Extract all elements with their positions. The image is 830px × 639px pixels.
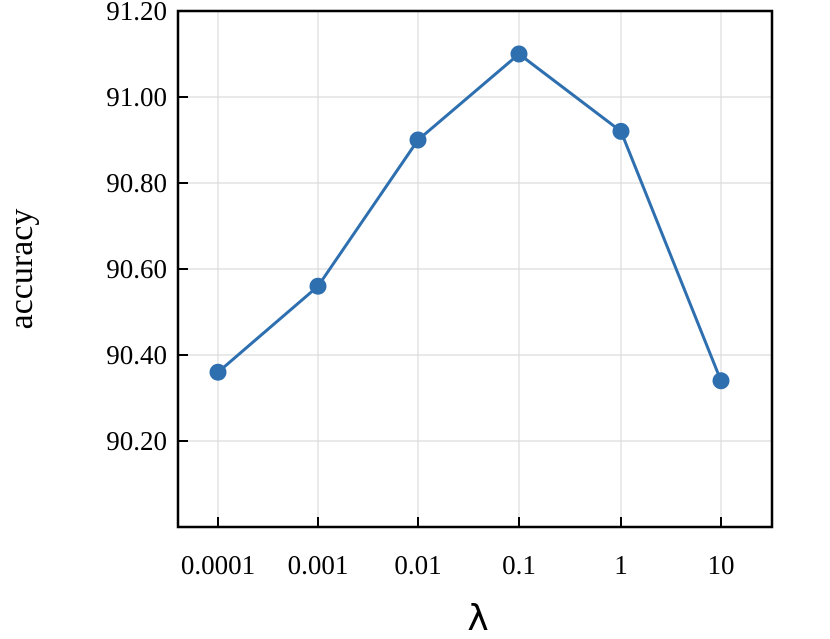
- data-point: [209, 363, 227, 381]
- y-tick-label: 90.20: [106, 426, 167, 456]
- y-tick-label: 90.80: [106, 168, 167, 198]
- x-axis: 0.0001 0.001 0.01 0.1 1 10: [181, 517, 735, 580]
- x-tick-label: 0.0001: [181, 550, 255, 580]
- data-point: [409, 131, 427, 149]
- y-axis-title: accuracy: [3, 209, 40, 330]
- data-point: [712, 372, 730, 390]
- y-tick-label: 90.40: [106, 340, 167, 370]
- x-tick-label: 0.01: [394, 550, 441, 580]
- y-tick-label: 91.00: [106, 82, 167, 112]
- y-tick-label: 90.60: [106, 254, 167, 284]
- x-tick-label: 0.001: [288, 550, 349, 580]
- data-point: [612, 122, 630, 140]
- y-tick-label: 91.20: [106, 0, 167, 26]
- x-axis-title: λ: [467, 598, 488, 639]
- x-tick-label: 1: [614, 550, 628, 580]
- data-point: [309, 277, 327, 295]
- x-tick-label: 0.1: [502, 550, 536, 580]
- series-line: [217, 52, 723, 382]
- grid: [178, 10, 772, 527]
- y-axis: 90.20 90.40 90.60 90.80 91.00 91.20: [106, 0, 188, 456]
- x-tick-label: 10: [708, 550, 735, 580]
- series-layer: [209, 45, 730, 390]
- data-point: [510, 45, 528, 63]
